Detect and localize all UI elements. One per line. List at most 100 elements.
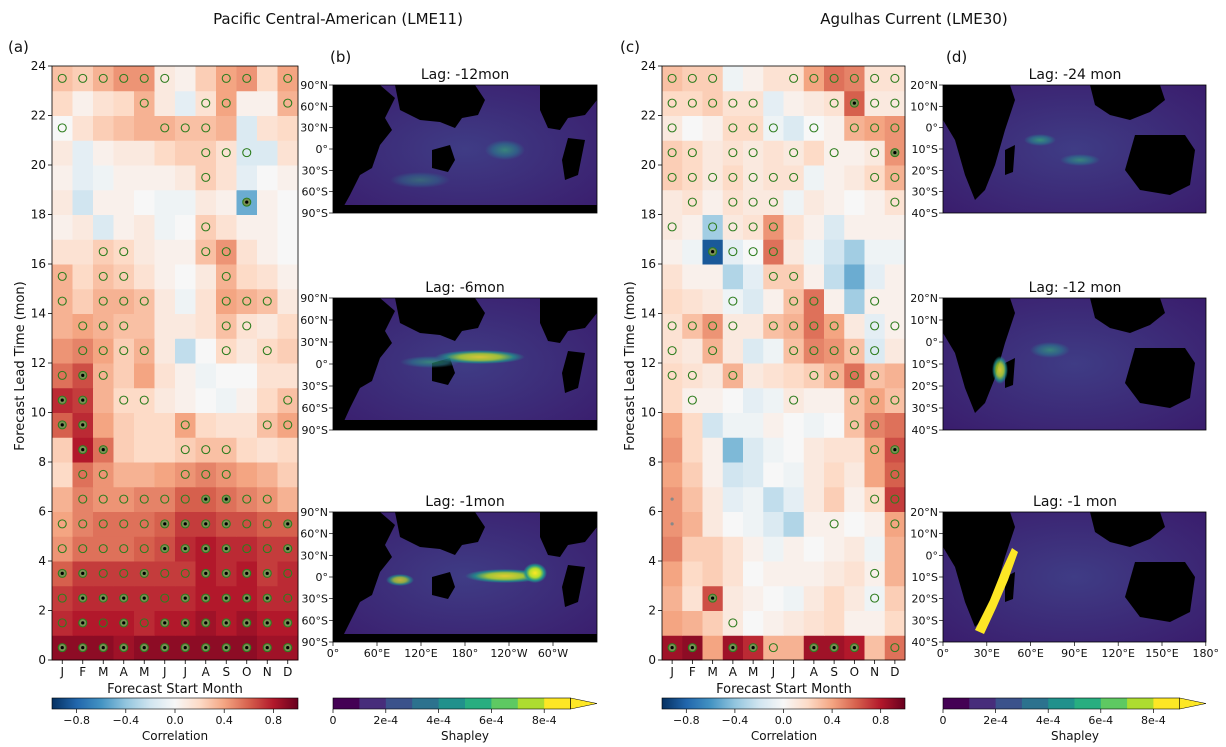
heatmap-c-cell bbox=[722, 610, 744, 636]
heatmap-c-significance-circle bbox=[667, 73, 677, 83]
heatmap-a-significance-circle bbox=[262, 494, 272, 504]
heatmap-c-significance-circle bbox=[789, 172, 799, 182]
heatmap-a-significance-circle bbox=[57, 123, 67, 133]
heatmap-c-cell bbox=[884, 536, 906, 562]
heatmap-c-significance-circle bbox=[687, 148, 697, 158]
heatmap-a-significance-circle bbox=[119, 73, 129, 83]
heatmap-c-cell bbox=[864, 486, 886, 512]
heatmap-c-cell bbox=[763, 610, 784, 636]
heatmap-c-significance-circle bbox=[829, 370, 839, 380]
heatmap-c-cell bbox=[803, 264, 825, 290]
heatmap-a-cell bbox=[113, 437, 135, 463]
heatmap-c-significance-circle bbox=[728, 321, 738, 331]
heatmap-a-cell bbox=[277, 264, 299, 290]
heatmap-a-cell bbox=[52, 313, 73, 339]
heatmap-c-cell bbox=[824, 462, 845, 488]
map-b-lat-label: 90°N bbox=[300, 506, 328, 519]
heatmap-a-significance-dot bbox=[122, 646, 126, 650]
map-b-lat-label: 90°S bbox=[302, 207, 328, 220]
heatmap-c-significance-circle bbox=[687, 73, 697, 83]
heatmap-a-significance-dot bbox=[224, 547, 228, 551]
heatmap-a-significance-circle bbox=[160, 494, 170, 504]
colorbar-a-label: Correlation bbox=[142, 729, 208, 743]
heatmap-c-cell bbox=[803, 66, 825, 92]
heatmap-c-cell bbox=[803, 561, 825, 587]
heatmap-c-significance-circle bbox=[768, 247, 778, 257]
heatmap-a-cell bbox=[154, 585, 176, 611]
heatmap-a-significance-dot bbox=[204, 571, 208, 575]
heatmap-a-significance-circle bbox=[57, 593, 67, 603]
heatmap-a-cell bbox=[277, 585, 299, 611]
heatmap-a-cell bbox=[257, 511, 278, 537]
heatmap-a-cell bbox=[175, 363, 196, 389]
heatmap-a-cell bbox=[236, 486, 258, 512]
heatmap-c-cell bbox=[743, 486, 764, 512]
heatmap-a-cell bbox=[154, 165, 176, 191]
heatmap-c-significance-circle bbox=[870, 98, 880, 108]
heatmap-c-cell bbox=[682, 239, 703, 265]
heatmap-a-significance-dot bbox=[142, 646, 146, 650]
heatmap-c-cell bbox=[743, 264, 764, 290]
heatmap-a-significance-circle bbox=[57, 296, 67, 306]
heatmap-c-cell bbox=[662, 585, 683, 611]
heatmap-c-cell bbox=[743, 338, 764, 364]
heatmap-c-cell bbox=[783, 189, 805, 215]
heatmap-a-significance-circle bbox=[57, 73, 67, 83]
heatmap-a-cell bbox=[113, 412, 135, 438]
heatmap-c-cell bbox=[702, 90, 724, 116]
heatmap-c-significance-dot bbox=[852, 101, 856, 105]
heatmap-a-cell bbox=[257, 462, 278, 488]
heatmap-c-cell bbox=[803, 610, 825, 636]
heatmap-a-cell bbox=[277, 189, 299, 215]
colorbar-a-tick-label: 0.4 bbox=[215, 714, 233, 727]
heatmap-c-cell bbox=[864, 462, 886, 488]
heatmap-c-cell bbox=[722, 90, 744, 116]
heatmap-a-cell bbox=[72, 264, 94, 290]
heatmap-a-significance-circle bbox=[78, 73, 88, 83]
heatmap-c-cell bbox=[743, 462, 764, 488]
heatmap-a-significance-dot bbox=[163, 547, 167, 551]
heatmap-a-cell bbox=[195, 412, 217, 438]
map-d-lat-label: 40°S bbox=[912, 636, 938, 649]
heatmap-a-cell bbox=[113, 140, 135, 166]
map-b-lat-label: 90°S bbox=[302, 636, 328, 649]
heatmap-a-cell bbox=[257, 66, 278, 92]
heatmap-a-significance-circle bbox=[180, 494, 190, 504]
colorbar-d-label: Shapley bbox=[1051, 729, 1099, 743]
heatmap-a-significance-dot bbox=[60, 646, 64, 650]
heatmap-a-significance-dot bbox=[183, 621, 187, 625]
heatmap-a-cell bbox=[134, 338, 155, 364]
heatmap-a-cell bbox=[72, 165, 94, 191]
heatmap-c-significance-circle bbox=[809, 346, 819, 356]
colorbar-c-tick-label: 0.8 bbox=[872, 714, 890, 727]
heatmap-a-significance-dot bbox=[265, 621, 269, 625]
heatmap-a-significance-dot bbox=[142, 571, 146, 575]
heatmap-a-significance-circle bbox=[201, 123, 211, 133]
heatmap-a-cell bbox=[93, 288, 114, 314]
heatmap-c-cell bbox=[783, 313, 805, 339]
heatmap-c-ytick-label: 10 bbox=[641, 406, 656, 420]
heatmap-a-significance-circle bbox=[119, 271, 129, 281]
heatmap-c-cell bbox=[763, 462, 784, 488]
map-b-lat-label: 90°N bbox=[300, 292, 328, 305]
heatmap-a-cell bbox=[154, 363, 176, 389]
map-d-lat-label: 10°N bbox=[910, 100, 938, 113]
heatmap-a-cell bbox=[72, 189, 94, 215]
heatmap-c-cell bbox=[783, 338, 805, 364]
heatmap-c-cell bbox=[662, 412, 683, 438]
heatmap-a-significance-circle bbox=[98, 321, 108, 331]
heatmap-a-cell bbox=[93, 387, 114, 413]
map-d-lat-label: 20°N bbox=[910, 79, 938, 92]
heatmap-c-significance-dot bbox=[711, 596, 715, 600]
heatmap-c-ytick-label: 16 bbox=[641, 257, 656, 271]
colorbar-b-extend-arrow bbox=[570, 697, 598, 710]
heatmap-a-cell bbox=[134, 90, 155, 116]
heatmap-c-cell bbox=[702, 561, 724, 587]
heatmap-c-cell bbox=[682, 363, 703, 389]
heatmap-c-cell bbox=[702, 115, 724, 141]
heatmap-a-cell bbox=[134, 264, 155, 290]
heatmap-c-cell bbox=[844, 165, 865, 191]
heatmap-a-cell bbox=[216, 214, 237, 240]
heatmap-a-cell bbox=[134, 288, 155, 314]
heatmap-a-cell bbox=[134, 239, 155, 265]
